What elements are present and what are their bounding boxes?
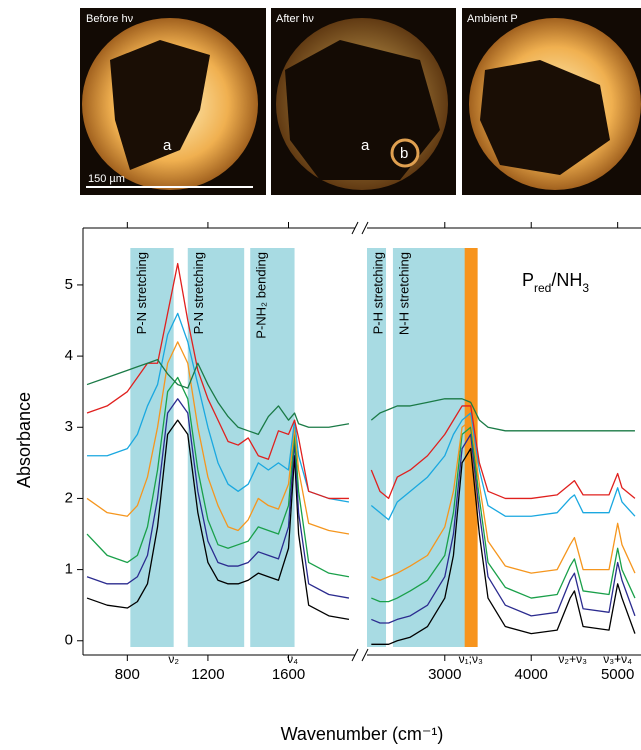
peak-label: ν₁;ν₃ [459, 652, 483, 666]
band-label: P-N stretching [134, 252, 149, 334]
title-part: red [534, 281, 551, 295]
x-tick-label: 4000 [515, 666, 548, 683]
y-tick-label: 2 [65, 489, 73, 506]
title-part: P [522, 270, 534, 290]
micrograph: Ambient P [462, 8, 641, 195]
image-letter: a [163, 137, 172, 154]
image-caption: Before hν [86, 13, 134, 25]
x-tick-label: 5000 [601, 666, 634, 683]
band-label: P-NH₂ bending [254, 252, 269, 339]
x-tick-label: 1600 [272, 666, 305, 683]
image-letter: b [400, 145, 408, 162]
scale-bar-label: 150 µm [88, 173, 125, 185]
y-tick-label: 3 [65, 418, 73, 435]
y-tick-label: 1 [65, 561, 73, 578]
peak-label: ν₄ [287, 652, 298, 666]
band-label: P-H stretching [370, 252, 385, 334]
x-tick-label: 3000 [428, 666, 461, 683]
peak-label: ν₃+ν₄ [603, 652, 632, 666]
x-tick-label: 800 [115, 666, 140, 683]
image-caption: Ambient P [467, 13, 518, 25]
figure: Before hν a 150 µm After hν a b Ambient … [0, 0, 641, 750]
peak-label: ν₂ [168, 652, 179, 666]
title-part: 3 [582, 281, 589, 295]
y-axis-label: Absorbance [14, 392, 34, 488]
page: Before hν a 150 µm After hν a b Ambient … [0, 0, 641, 750]
micrograph: Before hν a 150 µm [80, 8, 266, 195]
band-label: N-H stretching [396, 252, 411, 335]
y-tick-label: 0 [65, 632, 73, 649]
image-letter: a [361, 137, 370, 154]
peak-label: ν₂+ν₃ [558, 652, 587, 666]
x-axis-label: Wavenumber (cm⁻¹) [281, 724, 444, 744]
y-tick-label: 5 [65, 276, 73, 293]
x-tick-label: 1200 [191, 666, 224, 683]
y-tick-label: 4 [65, 347, 73, 364]
image-caption: After hν [276, 13, 314, 25]
micrograph: After hν a b [271, 8, 456, 195]
band-label: P-N stretching [191, 252, 206, 334]
title-part: /NH [551, 270, 582, 290]
chart-title: Pred/NH3 [522, 270, 589, 295]
